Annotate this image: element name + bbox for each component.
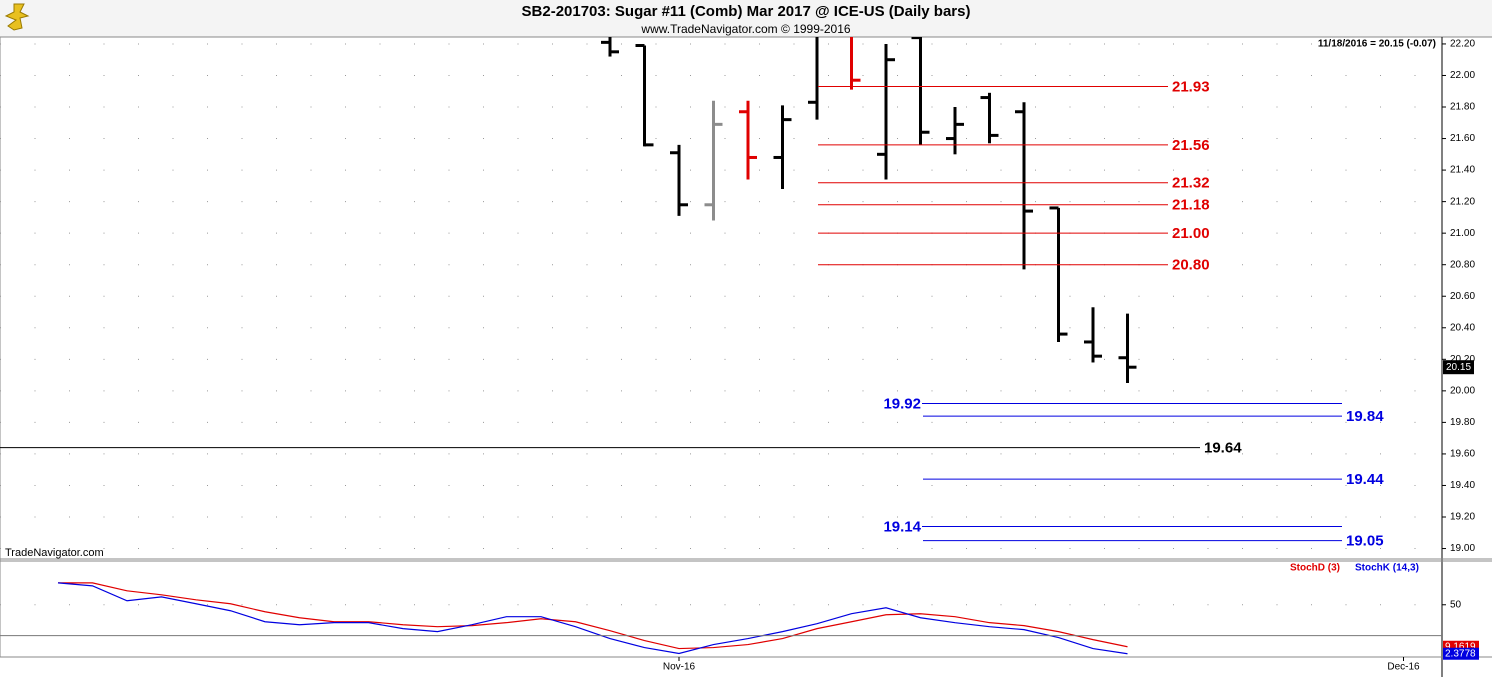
- y-tick-label: 19.60: [1450, 449, 1475, 460]
- level-label: 21.56: [1172, 137, 1210, 154]
- y-tick-label: 20.20: [1450, 354, 1475, 365]
- level-label: 19.14: [883, 518, 921, 535]
- y-tick-label: 21.40: [1450, 165, 1475, 176]
- y-tick-label: 50: [1450, 599, 1462, 610]
- level-label: 21.00: [1172, 225, 1210, 242]
- last-price-label: 20.15: [1446, 362, 1471, 373]
- subtitle: www.TradeNavigator.com © 1999-2016: [640, 22, 850, 36]
- y-tick-label: 20.40: [1450, 322, 1475, 333]
- y-tick-label: 21.60: [1450, 133, 1475, 144]
- stoch-line: [58, 582, 1128, 650]
- last-value-label: 9.1619: [1445, 641, 1476, 652]
- y-tick-label: 22.00: [1450, 70, 1475, 81]
- y-tick-label: 20.80: [1450, 259, 1475, 270]
- logo: [4, 3, 30, 31]
- watermark: TradeNavigator.com: [5, 547, 104, 559]
- last-price-box: [1443, 360, 1474, 375]
- legend-entry: StochD (3): [1290, 563, 1340, 574]
- stoch-line: [57, 582, 1128, 655]
- level-label: 19.84: [1346, 408, 1384, 425]
- x-tick-label: Nov-16: [663, 662, 696, 673]
- level-label: 19.44: [1346, 471, 1384, 488]
- plot-area: [601, 37, 1137, 383]
- y-tick-label: 19.80: [1450, 417, 1475, 428]
- x-tick-label: Dec-16: [1387, 662, 1420, 673]
- y-tick-label: 21.00: [1450, 228, 1475, 239]
- y-tick-label: 20.60: [1450, 291, 1475, 302]
- y-tick-label: 19.00: [1450, 543, 1475, 554]
- header-band: [0, 0, 1492, 37]
- level-label: 21.93: [1172, 78, 1210, 95]
- legend-entry: StochK (14,3): [1355, 563, 1419, 574]
- y-tick-label: 21.80: [1450, 102, 1475, 113]
- level-label: 19.05: [1346, 533, 1384, 550]
- plot-area: [57, 582, 1128, 655]
- level-label: 21.32: [1172, 175, 1210, 192]
- y-tick-label: 19.20: [1450, 512, 1475, 523]
- last-value-label: 2.3778: [1445, 648, 1476, 659]
- level-label: 19.92: [883, 395, 921, 412]
- level-label: 20.80: [1172, 257, 1210, 274]
- y-tick-label: 19.40: [1450, 480, 1475, 491]
- last-value-box: [1443, 647, 1479, 660]
- y-tick-label: 20.00: [1450, 385, 1475, 396]
- last-info: 11/18/2016 = 20.15 (-0.07): [1318, 39, 1436, 50]
- y-tick-label: 21.20: [1450, 196, 1475, 207]
- y-tick-label: 22.20: [1450, 39, 1475, 50]
- level-label: 19.64: [1204, 440, 1242, 457]
- level-label: 21.18: [1172, 197, 1210, 214]
- title: SB2-201703: Sugar #11 (Comb) Mar 2017 @ …: [522, 3, 971, 20]
